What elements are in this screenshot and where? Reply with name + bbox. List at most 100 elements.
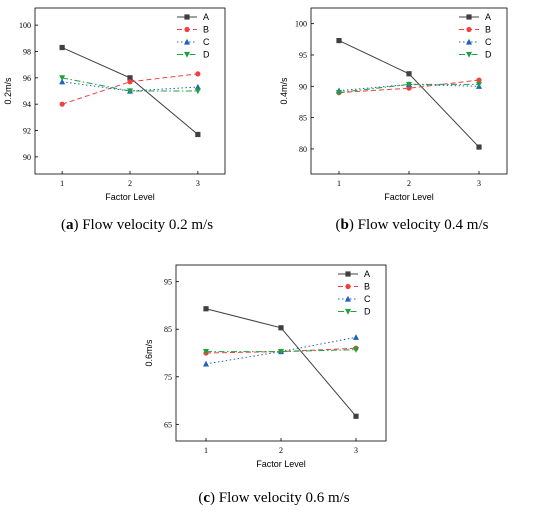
- data-point-C: [194, 83, 201, 90]
- x-tick-label: 2: [128, 179, 132, 188]
- caption-b: (b) Flow velocity 0.4 m/s: [335, 217, 489, 233]
- caption-text: Flow velocity 0.6 m/s: [218, 490, 350, 506]
- legend-label-D: D: [364, 307, 371, 317]
- data-point-B: [59, 101, 65, 107]
- data-point-A: [278, 325, 284, 331]
- y-tick-label: 90: [299, 82, 307, 91]
- data-point-C: [353, 334, 359, 340]
- x-tick-label: 1: [337, 179, 341, 188]
- legend-label-A: A: [203, 12, 209, 22]
- x-tick-label: 1: [204, 446, 208, 455]
- legend-marker-A: [466, 14, 472, 20]
- series-line-A: [205, 308, 357, 417]
- legend-marker-C: [466, 38, 472, 45]
- caption-c: (c) Flow velocity 0.6 m/s: [198, 490, 350, 506]
- legend-label-A: A: [485, 12, 491, 22]
- y-axis-label: 0.2m/s: [3, 77, 13, 105]
- legend-label-C: C: [485, 37, 492, 47]
- legend-marker-B: [345, 283, 351, 290]
- y-tick-label: 92: [23, 127, 31, 136]
- x-tick-label: 1: [60, 179, 64, 188]
- y-tick-label: 94: [23, 100, 31, 109]
- x-tick-label: 3: [196, 179, 200, 188]
- x-axis-label: Factor Level: [105, 192, 155, 202]
- data-point-B: [476, 77, 482, 83]
- data-point-A: [195, 131, 201, 138]
- legend-marker-D: [345, 308, 351, 315]
- y-tick-label: 85: [164, 325, 172, 334]
- legend-label-D: D: [485, 50, 492, 60]
- x-tick-label: 2: [279, 446, 283, 455]
- data-point-D: [406, 81, 412, 88]
- y-tick-label: 85: [299, 114, 307, 123]
- y-tick-label: 90: [23, 153, 31, 162]
- legend-label-B: B: [364, 282, 370, 292]
- data-point-A: [59, 44, 65, 51]
- data-point-D: [336, 89, 342, 96]
- legend-marker-C: [345, 295, 351, 302]
- caption-letter: b: [340, 217, 349, 233]
- y-tick-label: 80: [299, 145, 307, 154]
- x-axis-label: Factor Level: [384, 192, 434, 202]
- series-line-A: [338, 40, 480, 148]
- legend-label-B: B: [203, 25, 209, 35]
- data-point-A: [353, 413, 359, 419]
- data-point-D: [194, 88, 201, 95]
- caption-letter: c: [203, 490, 211, 506]
- x-tick-label: 3: [354, 446, 358, 455]
- y-tick-label: 95: [164, 278, 172, 287]
- legend-marker-C: [184, 38, 190, 45]
- y-tick-label: 75: [164, 373, 172, 382]
- legend-label-D: D: [203, 50, 210, 60]
- y-tick-label: 96: [23, 74, 31, 83]
- data-point-A: [406, 71, 412, 77]
- y-axis-label: 0.4m/s: [279, 77, 289, 105]
- legend-label-A: A: [364, 269, 370, 279]
- series-line-C: [338, 83, 480, 92]
- legend-marker-A: [184, 14, 190, 20]
- data-point-A: [336, 37, 342, 44]
- caption-letter: a: [65, 217, 74, 233]
- x-axis-label: Factor Level: [256, 459, 306, 469]
- data-point-A: [476, 144, 482, 150]
- data-point-D: [203, 348, 209, 355]
- caption-text: Flow velocity 0.2 m/s: [82, 217, 214, 233]
- data-point-D: [278, 348, 284, 355]
- data-point-B: [195, 71, 201, 77]
- legend-marker-D: [184, 51, 190, 58]
- series-line-D: [338, 83, 479, 94]
- y-tick-label: 65: [164, 420, 172, 429]
- data-point-D: [127, 88, 133, 95]
- legend-marker-A: [345, 271, 351, 277]
- legend-label-C: C: [364, 294, 371, 304]
- data-point-A: [127, 75, 133, 81]
- data-point-D: [353, 347, 359, 353]
- x-tick-label: 2: [407, 179, 411, 188]
- y-tick-label: 98: [23, 47, 31, 56]
- x-tick-label: 3: [477, 179, 481, 188]
- y-tick-label: 95: [299, 51, 307, 60]
- legend-marker-B: [184, 26, 190, 33]
- data-point-C: [203, 360, 209, 367]
- data-point-D: [59, 75, 66, 82]
- legend-marker-B: [466, 26, 472, 33]
- data-point-A: [203, 306, 209, 312]
- series-line-D: [62, 77, 198, 92]
- legend-marker-D: [466, 51, 472, 58]
- caption-text: Flow velocity 0.4 m/s: [357, 217, 489, 233]
- data-point-C: [59, 78, 66, 85]
- y-tick-label: 100: [19, 21, 31, 30]
- y-tick-label: 100: [295, 20, 307, 29]
- legend-label-C: C: [203, 37, 210, 47]
- caption-a: (a) Flow velocity 0.2 m/s: [60, 217, 214, 233]
- data-point-D: [476, 81, 482, 88]
- data-point-B: [127, 79, 133, 85]
- y-axis-label: 0.6m/s: [144, 339, 154, 367]
